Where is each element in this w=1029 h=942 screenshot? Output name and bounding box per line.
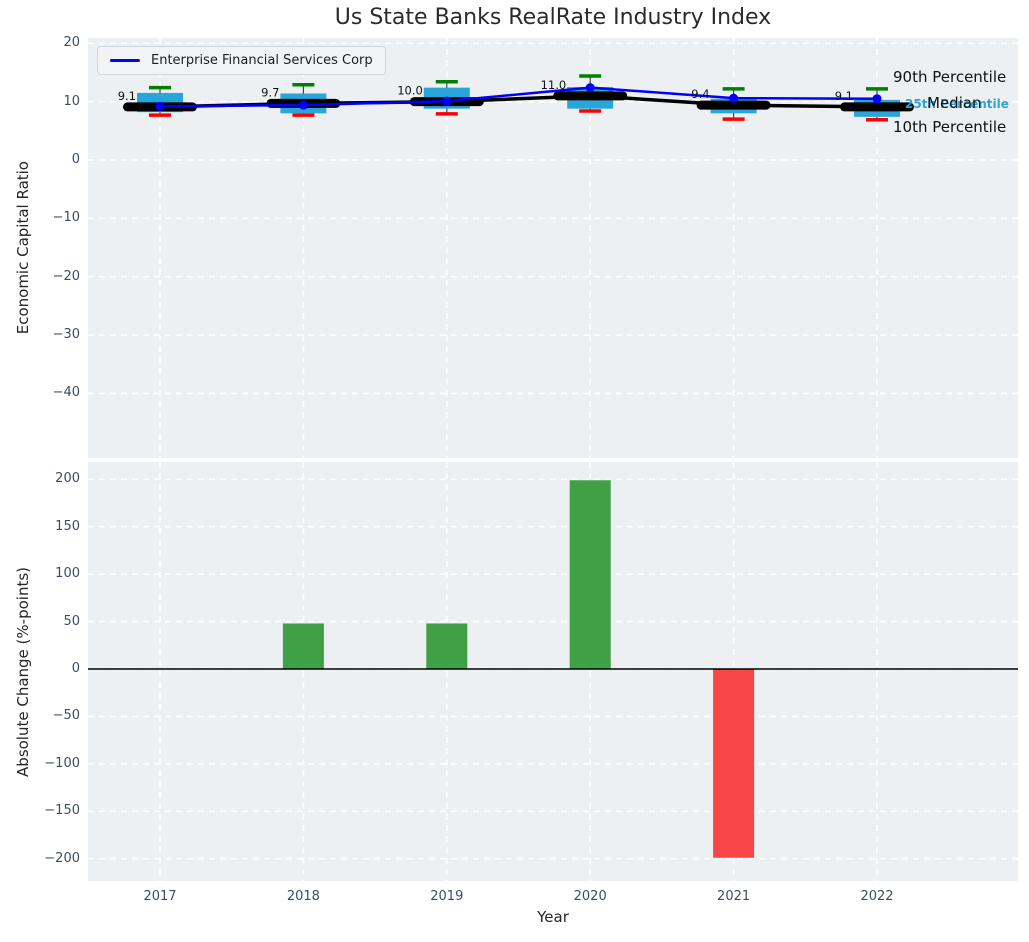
top-y-tick-label: −30 [52,327,80,343]
median-bar [553,91,628,101]
median-bar [840,102,914,112]
median-bar [696,100,771,110]
change-bar [569,480,611,669]
change-bar [713,669,755,858]
annotation-90th-percentile: 90th Percentile [893,68,1007,86]
bottom-y-tick-label: −100 [44,755,80,771]
top-axes: 9.1 9.7 10.0 11.0 9.4 9.1 [88,38,1018,458]
bottom-y-tick-label: 200 [55,471,80,487]
enterprise-line [159,86,878,108]
legend-line-sample-icon [110,59,140,62]
x-tick-label: 2020 [573,889,607,904]
annotation-10th-percentile: 10th Percentile [893,118,1007,136]
top-y-tick-label: −40 [52,385,80,401]
bottom-y-tick-label: 50 [63,613,80,629]
legend: Enterprise Financial Services Corp [97,46,386,75]
legend-label: Enterprise Financial Services Corp [151,53,373,68]
median-value-label: 11.0 [541,78,567,92]
x-tick-label: 2018 [286,889,320,904]
x-tick-label: 2022 [860,889,894,904]
boxplot-chart: 9.1 9.7 10.0 11.0 9.4 9.1 [88,38,1018,458]
annotation-median: Median [927,94,982,112]
change-bar [282,623,324,669]
top-y-tick-label: −10 [52,210,80,226]
top-y-tick-label: 20 [63,35,80,51]
top-y-tick-label: 10 [63,93,80,109]
x-axis-label: Year [537,908,569,926]
top-y-tick-label: −20 [52,268,80,284]
median-value-label: 9.7 [261,85,279,99]
enterprise-marker [729,93,739,103]
x-tick-label: 2021 [717,889,751,904]
enterprise-marker [298,100,308,110]
change-bar [426,623,468,669]
x-tick-label: 2019 [430,889,464,904]
top-y-tick-label: 0 [71,152,80,167]
bottom-y-tick-label: 150 [55,518,80,534]
enterprise-marker [585,83,595,93]
chart-title: Us State Banks RealRate Industry Index [334,5,772,30]
median-value-label: 9.1 [835,89,853,103]
median-value-label: 10.0 [397,84,423,98]
bar-chart [88,462,1018,881]
x-tick-label: 2017 [143,889,177,904]
enterprise-marker [442,96,452,106]
bottom-y-tick-label: −200 [44,850,80,866]
bottom-axes [88,462,1018,881]
enterprise-marker [872,94,882,104]
bottom-y-tick-label: −150 [44,803,80,819]
bottom-y-tick-label: 0 [71,661,80,676]
bottom-y-tick-label: −50 [52,708,80,724]
median-value-label: 9.4 [691,87,709,101]
annotation-25th-percentile: 25th Percentile [905,97,1009,111]
bottom-y-tick-label: 100 [55,566,80,582]
median-value-label: 9.1 [118,89,136,103]
enterprise-marker [155,101,165,111]
